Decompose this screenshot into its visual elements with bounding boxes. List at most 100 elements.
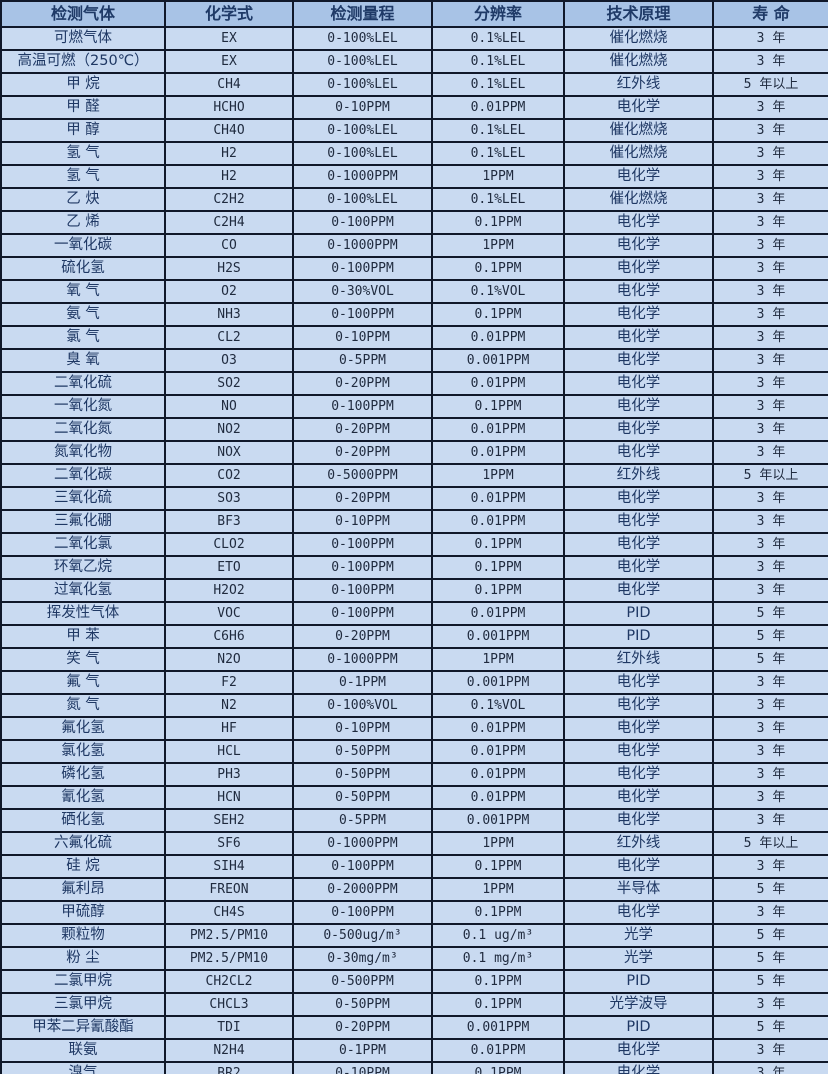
principle-cell: 电化学 [563, 486, 714, 511]
range-cell: 0-10PPM [292, 509, 433, 534]
principle-cell: 电化学 [563, 417, 714, 442]
table-row: 挥发性气体 VOC 0-100PPM 0.01PPM PID 5 年 [0, 601, 828, 626]
principle-cell: 红外线 [563, 463, 714, 488]
lifespan-cell: 3 年 [712, 900, 828, 925]
lifespan-cell: 3 年 [712, 348, 828, 373]
column-header-gas: 检测气体 [0, 0, 166, 28]
resolution-cell: 0.1PPM [431, 969, 565, 994]
range-cell: 0-5PPM [292, 348, 433, 373]
resolution-cell: 0.01PPM [431, 762, 565, 787]
lifespan-cell: 3 年 [712, 26, 828, 51]
range-cell: 0-1PPM [292, 670, 433, 695]
lifespan-cell: 3 年 [712, 325, 828, 350]
resolution-cell: 0.001PPM [431, 624, 565, 649]
range-cell: 0-100%VOL [292, 693, 433, 718]
range-cell: 0-100%LEL [292, 49, 433, 74]
gas-name-cell: 环氧乙烷 [0, 555, 166, 580]
range-cell: 0-100%LEL [292, 141, 433, 166]
table-row: 氮 气 N2 0-100%VOL 0.1%VOL 电化学 3 年 [0, 693, 828, 718]
range-cell: 0-20PPM [292, 440, 433, 465]
resolution-cell: 0.1PPM [431, 555, 565, 580]
gas-name-cell: 三氟化硼 [0, 509, 166, 534]
formula-cell: CH4S [164, 900, 294, 925]
table-row: 可燃气体 EX 0-100%LEL 0.1%LEL 催化燃烧 3 年 [0, 26, 828, 51]
range-cell: 0-100PPM [292, 256, 433, 281]
principle-cell: 电化学 [563, 509, 714, 534]
principle-cell: 电化学 [563, 233, 714, 258]
lifespan-cell: 3 年 [712, 532, 828, 557]
range-cell: 0-2000PPM [292, 877, 433, 902]
range-cell: 0-50PPM [292, 739, 433, 764]
range-cell: 0-100%LEL [292, 187, 433, 212]
table-row: 联氨 N2H4 0-1PPM 0.01PPM 电化学 3 年 [0, 1038, 828, 1063]
formula-cell: CH2CL2 [164, 969, 294, 994]
table-header: 检测气体 化学式 检测量程 分辨率 技术原理 寿 命 [0, 0, 828, 28]
gas-name-cell: 氨 气 [0, 302, 166, 327]
table-row: 氰化氢 HCN 0-50PPM 0.01PPM 电化学 3 年 [0, 785, 828, 810]
formula-cell: N2O [164, 647, 294, 672]
lifespan-cell: 5 年 [712, 877, 828, 902]
formula-cell: SF6 [164, 831, 294, 856]
range-cell: 0-1000PPM [292, 233, 433, 258]
formula-cell: H2 [164, 141, 294, 166]
principle-cell: 电化学 [563, 256, 714, 281]
formula-cell: SO2 [164, 371, 294, 396]
lifespan-cell: 3 年 [712, 854, 828, 879]
formula-cell: FREON [164, 877, 294, 902]
table-row: 氧 气 O2 0-30%VOL 0.1%VOL 电化学 3 年 [0, 279, 828, 304]
table-row: 过氧化氢 H2O2 0-100PPM 0.1PPM 电化学 3 年 [0, 578, 828, 603]
range-cell: 0-500ug/m³ [292, 923, 433, 948]
lifespan-cell: 5 年以上 [712, 463, 828, 488]
formula-cell: HCHO [164, 95, 294, 120]
column-header-resolution: 分辨率 [431, 0, 565, 28]
table-row: 氟利昂 FREON 0-2000PPM 1PPM 半导体 5 年 [0, 877, 828, 902]
lifespan-cell: 5 年 [712, 923, 828, 948]
table-row: 甲硫醇 CH4S 0-100PPM 0.1PPM 电化学 3 年 [0, 900, 828, 925]
resolution-cell: 0.1 ug/m³ [431, 923, 565, 948]
range-cell: 0-50PPM [292, 762, 433, 787]
resolution-cell: 0.001PPM [431, 1015, 565, 1040]
table-row: 粉 尘 PM2.5/PM10 0-30mg/m³ 0.1 mg/m³ 光学 5 年 [0, 946, 828, 971]
gas-name-cell: 一氧化碳 [0, 233, 166, 258]
table-row: 溴气 BR2 0-10PPM 0.1PPM 电化学 3 年 [0, 1061, 828, 1074]
principle-cell: 电化学 [563, 95, 714, 120]
column-header-formula: 化学式 [164, 0, 294, 28]
principle-cell: 电化学 [563, 693, 714, 718]
lifespan-cell: 3 年 [712, 762, 828, 787]
formula-cell: HCL [164, 739, 294, 764]
range-cell: 0-20PPM [292, 624, 433, 649]
formula-cell: CHCL3 [164, 992, 294, 1017]
gas-name-cell: 颗粒物 [0, 923, 166, 948]
resolution-cell: 0.001PPM [431, 348, 565, 373]
table-row: 二氧化氮 NO2 0-20PPM 0.01PPM 电化学 3 年 [0, 417, 828, 442]
lifespan-cell: 3 年 [712, 187, 828, 212]
gas-name-cell: 甲 苯 [0, 624, 166, 649]
formula-cell: CH4O [164, 118, 294, 143]
formula-cell: SIH4 [164, 854, 294, 879]
gas-name-cell: 可燃气体 [0, 26, 166, 51]
principle-cell: 电化学 [563, 1038, 714, 1063]
gas-name-cell: 硫化氢 [0, 256, 166, 281]
gas-name-cell: 二氧化碳 [0, 463, 166, 488]
gas-name-cell: 粉 尘 [0, 946, 166, 971]
range-cell: 0-20PPM [292, 371, 433, 396]
table-row: 氮氧化物 NOX 0-20PPM 0.01PPM 电化学 3 年 [0, 440, 828, 465]
gas-name-cell: 臭 氧 [0, 348, 166, 373]
resolution-cell: 0.1%VOL [431, 693, 565, 718]
lifespan-cell: 3 年 [712, 693, 828, 718]
table-row: 甲 苯 C6H6 0-20PPM 0.001PPM PID 5 年 [0, 624, 828, 649]
formula-cell: C6H6 [164, 624, 294, 649]
formula-cell: SO3 [164, 486, 294, 511]
gas-name-cell: 一氧化氮 [0, 394, 166, 419]
resolution-cell: 0.1PPM [431, 256, 565, 281]
formula-cell: CH4 [164, 72, 294, 97]
principle-cell: 电化学 [563, 578, 714, 603]
gas-name-cell: 二氯甲烷 [0, 969, 166, 994]
principle-cell: 半导体 [563, 877, 714, 902]
gas-name-cell: 溴气 [0, 1061, 166, 1074]
lifespan-cell: 3 年 [712, 739, 828, 764]
table-row: 高温可燃（250℃） EX 0-100%LEL 0.1%LEL 催化燃烧 3 年 [0, 49, 828, 74]
formula-cell: HF [164, 716, 294, 741]
range-cell: 0-500PPM [292, 969, 433, 994]
lifespan-cell: 3 年 [712, 210, 828, 235]
